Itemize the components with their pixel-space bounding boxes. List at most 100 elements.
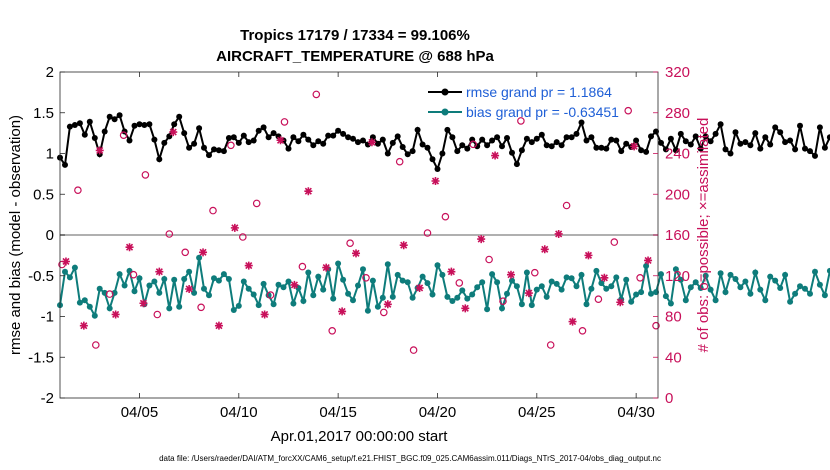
bias-point	[459, 287, 466, 294]
bias-point	[732, 276, 739, 282]
obs-possible-marker	[469, 140, 478, 149]
rmse-point	[439, 150, 446, 157]
chart-title-line2: AIRCRAFT_TEMPERATURE @ 688 hPa	[216, 48, 494, 65]
bias-point	[548, 278, 555, 285]
rmse-point	[62, 161, 68, 168]
obs-possible-marker	[239, 233, 247, 241]
rmse-point	[394, 133, 401, 140]
obs-possible-marker	[441, 212, 450, 221]
obs-possible-marker	[92, 341, 100, 349]
rmse-point	[265, 134, 272, 141]
obs-possible-marker	[499, 297, 507, 306]
obs-possible-marker	[165, 230, 174, 238]
obs-possible-marker	[624, 106, 633, 115]
x-axis-label: Apr.01,2017 00:00:00 start	[271, 428, 449, 445]
obs-possible-marker	[280, 118, 289, 126]
x-tick-label: 04/05	[121, 404, 159, 421]
rmse-point	[126, 137, 133, 144]
bias-point	[489, 271, 496, 278]
y-tick-label: 1	[46, 146, 54, 163]
obs-possible-marker	[328, 326, 337, 335]
obs-assimilated-marker	[304, 187, 313, 196]
rmse-point	[638, 147, 645, 154]
y-axis-label: rmse and bias (model - observation)	[7, 115, 24, 355]
bias-point	[121, 282, 128, 289]
obs-possible-marker	[362, 273, 370, 282]
rmse-point	[335, 127, 342, 134]
rmse-point	[320, 140, 327, 147]
rmse-point	[658, 139, 664, 146]
rmse-point	[513, 161, 520, 168]
rmse-point	[186, 144, 193, 151]
rmse-point	[384, 150, 391, 157]
rmse-point	[141, 122, 148, 128]
bias-point	[355, 282, 361, 289]
bias-point	[449, 298, 456, 304]
bias-point	[186, 268, 193, 275]
bias-point	[816, 281, 823, 288]
rmse-point	[528, 139, 535, 146]
obs-assimilated-marker	[584, 251, 593, 260]
y-right-tick-label: 200	[665, 186, 690, 203]
rmse-point	[201, 144, 207, 151]
obs-assimilated-marker	[155, 267, 164, 276]
rmse-point	[106, 113, 113, 120]
bias-point	[533, 286, 540, 293]
bias-point	[504, 290, 510, 297]
rmse-point	[459, 142, 466, 149]
bias-point	[484, 306, 491, 313]
rmse-point	[787, 137, 794, 144]
bias-point	[62, 268, 68, 275]
rmse-point	[360, 137, 366, 144]
obs-possible-marker	[298, 262, 307, 271]
bias-point	[399, 277, 406, 284]
rmse-point	[479, 136, 486, 143]
bias-point	[320, 286, 327, 293]
bias-point	[106, 305, 113, 312]
bias-point	[369, 277, 376, 284]
bias-point	[509, 277, 515, 284]
obs-assimilated-marker	[352, 249, 361, 258]
rmse-point	[171, 121, 178, 128]
rmse-point	[682, 138, 689, 145]
bias-point	[161, 276, 168, 282]
rmse-point	[300, 131, 307, 138]
obs-assimilated-marker	[524, 289, 533, 298]
rmse-point	[573, 130, 580, 137]
rmse-point	[802, 145, 808, 152]
rmse-point	[255, 127, 262, 134]
bias-point	[424, 280, 431, 287]
x-tick-label: 04/20	[419, 404, 457, 421]
bias-point	[66, 274, 73, 281]
obs-possible-marker	[252, 199, 261, 208]
bias-point	[211, 275, 217, 282]
bias-point	[568, 275, 575, 282]
obs-assimilated-marker	[79, 321, 88, 330]
obs-possible-marker	[141, 171, 150, 179]
rmse-point	[250, 137, 257, 144]
bias-point	[230, 307, 237, 313]
obs-assimilated-marker	[322, 263, 331, 272]
rmse-point	[260, 124, 267, 131]
rmse-point	[206, 152, 212, 159]
obs-assimilated-marker	[169, 128, 178, 137]
rmse-point	[667, 135, 674, 142]
rmse-point	[767, 141, 774, 148]
obs-assimilated-marker	[447, 267, 456, 276]
rmse-point	[543, 142, 550, 149]
y-tick-label: -0.5	[28, 268, 54, 285]
rmse-point	[672, 147, 679, 154]
bias-point	[543, 293, 550, 300]
obs-possible-marker	[636, 273, 644, 282]
rmse-point	[196, 125, 203, 132]
rmse-point	[176, 113, 183, 120]
rmse-point	[474, 143, 481, 150]
rmse-point	[191, 140, 198, 147]
rmse-point	[692, 133, 699, 140]
obs-possible-marker	[652, 321, 660, 330]
bias-point	[558, 286, 565, 293]
x-tick-label: 04/30	[617, 404, 655, 421]
bias-point	[409, 294, 416, 301]
obs-assimilated-marker	[431, 177, 440, 186]
bias-point	[389, 293, 396, 300]
